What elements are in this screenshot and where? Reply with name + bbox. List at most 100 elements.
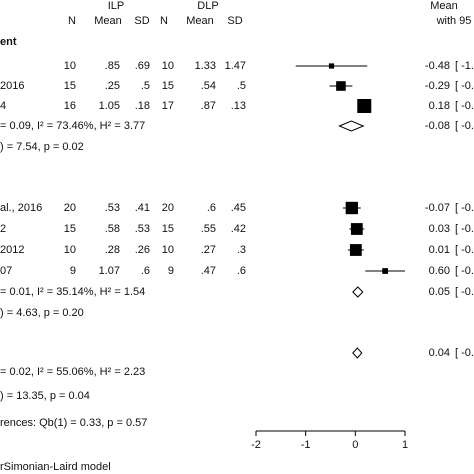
sd2-cell: .13 bbox=[230, 100, 246, 112]
pooled-estimate: -0.08 bbox=[424, 120, 450, 132]
n1-cell: 9 bbox=[69, 265, 76, 277]
mean2-cell: 1.33 bbox=[194, 60, 216, 72]
homogeneity-test: ) = 13.35, p = 0.04 bbox=[0, 390, 90, 402]
effect-ci: [ -0. bbox=[455, 223, 474, 235]
effect-header-1: Mean bbox=[430, 0, 458, 12]
effect-ci: [ -0. bbox=[455, 265, 474, 277]
pooled-ci: [ -0. bbox=[455, 347, 474, 359]
col-n1: N bbox=[68, 15, 76, 27]
effect-estimate: -0.48 bbox=[424, 60, 450, 72]
subgroup-difference-test: rences: Qb(1) = 0.33, p = 0.57 bbox=[0, 417, 148, 429]
effect-estimate: -0.07 bbox=[424, 202, 450, 214]
n1-cell: 15 bbox=[63, 80, 76, 92]
col-mean2: Mean bbox=[186, 15, 214, 27]
study-marker bbox=[350, 223, 363, 235]
x-tick-label: 0 bbox=[352, 439, 358, 451]
group2-header: DLP bbox=[197, 0, 219, 12]
col-n2: N bbox=[160, 15, 168, 27]
n1-cell: 15 bbox=[63, 223, 76, 235]
sd2-cell: .6 bbox=[236, 265, 246, 277]
group1-header: ILP bbox=[107, 0, 125, 12]
subgroup1-title: ent bbox=[0, 36, 17, 48]
mean2-cell: .87 bbox=[200, 100, 216, 112]
study-label: 2012 bbox=[0, 244, 25, 256]
pooled-ci: [ -0. bbox=[455, 120, 474, 132]
heterogeneity-text: = 0.09, I² = 73.46%, H² = 3.77 bbox=[0, 120, 146, 132]
mean1-cell: .53 bbox=[104, 202, 120, 214]
study-label: 2 bbox=[0, 223, 7, 235]
n2-cell: 15 bbox=[161, 80, 174, 92]
heterogeneity-text: = 0.02, I² = 55.06%, H² = 2.23 bbox=[0, 366, 146, 378]
pooled-diamond bbox=[352, 347, 363, 359]
homogeneity-test: ) = 4.63, p = 0.20 bbox=[0, 307, 84, 319]
sd2-cell: .42 bbox=[230, 223, 246, 235]
sd1-cell: .5 bbox=[140, 80, 150, 92]
pooled-ci: [ -0. bbox=[455, 286, 474, 298]
pooled-diamond bbox=[338, 120, 365, 132]
x-tick-label: -2 bbox=[251, 439, 261, 451]
effect-ci: [ -0. bbox=[455, 80, 474, 92]
sd2-cell: .45 bbox=[230, 202, 246, 214]
mean1-cell: 1.07 bbox=[98, 265, 120, 277]
sd1-cell: .41 bbox=[134, 202, 150, 214]
sd1-cell: .6 bbox=[140, 265, 150, 277]
n2-cell: 20 bbox=[161, 202, 174, 214]
effect-estimate: 0.60 bbox=[428, 265, 450, 277]
pooled-estimate: 0.05 bbox=[428, 286, 450, 298]
n2-cell: 10 bbox=[161, 60, 174, 72]
study-marker bbox=[336, 81, 346, 91]
sd2-cell: .3 bbox=[236, 244, 246, 256]
mean1-cell: .58 bbox=[104, 223, 120, 235]
col-sd2: SD bbox=[227, 15, 243, 27]
sd2-cell: 1.47 bbox=[224, 60, 246, 72]
mean2-cell: .27 bbox=[200, 244, 216, 256]
mean1-cell: .85 bbox=[104, 60, 120, 72]
mean1-cell: .25 bbox=[104, 80, 120, 92]
mean2-cell: .55 bbox=[200, 223, 216, 235]
n1-cell: 16 bbox=[63, 100, 76, 112]
effect-ci: [ -0. bbox=[455, 244, 474, 256]
n1-cell: 10 bbox=[63, 244, 76, 256]
n2-cell: 9 bbox=[167, 265, 174, 277]
study-marker bbox=[345, 201, 359, 215]
effect-estimate: 0.18 bbox=[428, 100, 450, 112]
study-label: 4 bbox=[0, 100, 7, 112]
col-sd1: SD bbox=[134, 15, 150, 27]
effect-ci: [ -1. bbox=[455, 60, 474, 72]
col-mean1: Mean bbox=[94, 15, 122, 27]
n2-cell: 15 bbox=[161, 223, 174, 235]
sd1-cell: .18 bbox=[134, 100, 150, 112]
mean1-cell: .28 bbox=[104, 244, 120, 256]
study-label: al., 2016 bbox=[0, 202, 43, 214]
n1-cell: 10 bbox=[63, 60, 76, 72]
heterogeneity-text: = 0.01, I² = 35.14%, H² = 1.54 bbox=[0, 286, 146, 298]
x-tick-label: 1 bbox=[402, 439, 408, 451]
study-label: 2016 bbox=[0, 80, 25, 92]
x-tick-label: -1 bbox=[301, 439, 311, 451]
sd1-cell: .53 bbox=[134, 223, 150, 235]
n2-cell: 10 bbox=[161, 244, 174, 256]
mean2-cell: .6 bbox=[206, 202, 216, 214]
effect-estimate: 0.03 bbox=[428, 223, 450, 235]
study-marker bbox=[382, 268, 389, 274]
mean2-cell: .47 bbox=[200, 265, 216, 277]
sd1-cell: .26 bbox=[134, 244, 150, 256]
pooled-diamond bbox=[352, 286, 364, 298]
sd1-cell: .69 bbox=[134, 60, 150, 72]
sd2-cell: .5 bbox=[236, 80, 246, 92]
mean2-cell: .54 bbox=[200, 80, 216, 92]
effect-estimate: 0.01 bbox=[428, 244, 450, 256]
study-marker bbox=[349, 244, 362, 256]
pooled-estimate: 0.04 bbox=[428, 347, 450, 359]
mean1-cell: 1.05 bbox=[98, 100, 120, 112]
model-note: rSimonian-Laird model bbox=[0, 461, 111, 473]
effect-ci: [ -0. bbox=[455, 202, 474, 214]
effect-ci: [ -0. bbox=[455, 100, 474, 112]
study-label: 07 bbox=[0, 265, 13, 277]
effect-header-2: with 95 bbox=[436, 15, 472, 27]
effect-estimate: -0.29 bbox=[424, 80, 450, 92]
n1-cell: 20 bbox=[63, 202, 76, 214]
study-marker bbox=[357, 99, 372, 113]
n2-cell: 17 bbox=[161, 100, 174, 112]
